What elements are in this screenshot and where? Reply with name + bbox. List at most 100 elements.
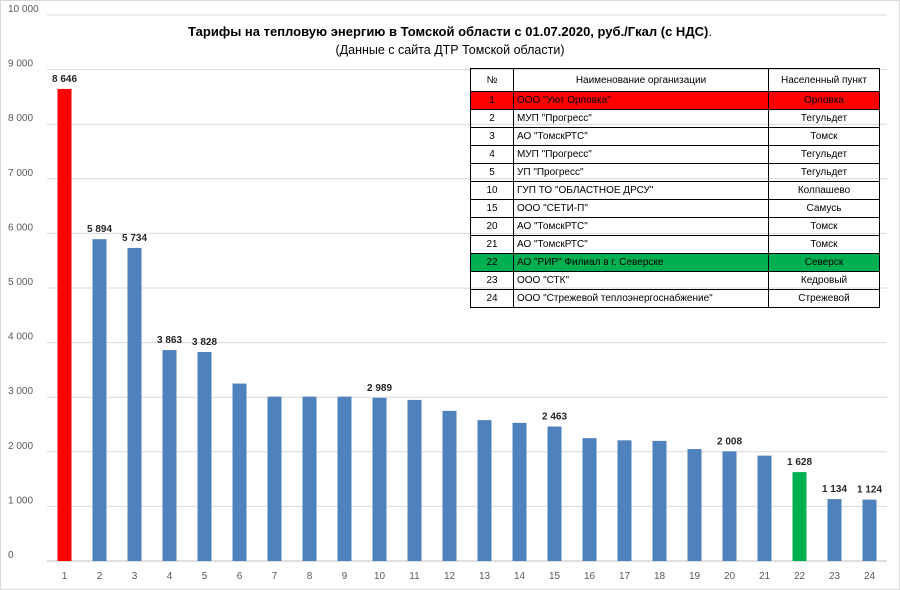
- table-header-row: № Наименование организации Населенный пу…: [470, 68, 880, 92]
- bar: [162, 350, 177, 561]
- x-tick-label: 17: [619, 571, 631, 582]
- row-place: Томск: [768, 127, 880, 146]
- row-place: Тегульдет: [768, 109, 880, 128]
- data-label: 3 863: [157, 335, 182, 346]
- data-label: 1 134: [822, 484, 847, 495]
- row-name: ООО "Уют Орловка": [513, 91, 769, 110]
- x-tick-label: 6: [237, 571, 243, 582]
- row-place: Кедровый: [768, 271, 880, 290]
- row-name: ГУП ТО "ОБЛАСТНОЕ ДРСУ": [513, 181, 769, 200]
- row-num: 15: [470, 199, 514, 218]
- x-tick-label: 15: [549, 571, 561, 582]
- bar: [547, 426, 562, 561]
- table-row: 2 МУП "Прогресс" Тегульдет: [470, 109, 880, 128]
- data-label: 2 989: [367, 383, 392, 394]
- row-num: 3: [470, 127, 514, 146]
- data-label: 5 894: [87, 224, 112, 235]
- table-row: 21 АО "ТомскРТС" Томск: [470, 235, 880, 254]
- row-place: Самусь: [768, 199, 880, 218]
- chart-title-text: Тарифы на тепловую энергию в Томской обл…: [188, 24, 709, 39]
- table-row: 20 АО "ТомскРТС" Томск: [470, 217, 880, 236]
- organization-table: № Наименование организации Населенный пу…: [470, 68, 880, 308]
- x-tick-label: 12: [444, 571, 456, 582]
- x-tick-label: 7: [272, 571, 278, 582]
- row-place: Стрежевой: [768, 289, 880, 308]
- bar: [582, 438, 597, 561]
- y-tick-label: 1 000: [8, 495, 33, 506]
- bar: [792, 472, 807, 561]
- chart-title-block: Тарифы на тепловую энергию в Томской обл…: [140, 24, 760, 57]
- y-tick-label: 9 000: [8, 59, 33, 70]
- y-tick-label: 5 000: [8, 277, 33, 288]
- bar: [827, 499, 842, 561]
- row-place: Тегульдет: [768, 163, 880, 182]
- y-axis-ticks: 0 1 000 2 000 3 000 4 000 5 000 6 000 7 000 8 00…: [8, 4, 39, 561]
- data-labels: 8 646 5 894 5 734 3 863 3 828 2 989 2 463 2 008…: [52, 74, 882, 496]
- y-tick-label: 10 000: [8, 4, 39, 15]
- table-row: 24 ООО "Стрежевой теплоэнергоснабжение" Ст…: [470, 289, 880, 308]
- row-place: Колпашево: [768, 181, 880, 200]
- row-name: ООО "СТК": [513, 271, 769, 290]
- row-num: 10: [470, 181, 514, 200]
- row-name: АО "РИР" Филиал в г. Северске: [513, 253, 769, 272]
- row-num: 5: [470, 163, 514, 182]
- bar: [407, 399, 422, 561]
- row-name: ООО "СЕТИ-П": [513, 199, 769, 218]
- x-tick-label: 9: [342, 571, 348, 582]
- x-tick-label: 2: [97, 571, 103, 582]
- bar: [862, 499, 877, 561]
- bar: [232, 383, 247, 561]
- row-name: АО "ТомскРТС": [513, 235, 769, 254]
- row-place: Томск: [768, 235, 880, 254]
- x-tick-label: 16: [584, 571, 596, 582]
- row-num: 20: [470, 217, 514, 236]
- y-tick-label: 7 000: [8, 168, 33, 179]
- y-tick-label: 0: [8, 550, 14, 561]
- x-tick-label: 20: [724, 571, 736, 582]
- header-num: №: [470, 68, 514, 92]
- row-name: ООО "Стрежевой теплоэнергоснабжение": [513, 289, 769, 308]
- row-place: Орловка: [768, 91, 880, 110]
- row-num: 4: [470, 145, 514, 164]
- row-num: 24: [470, 289, 514, 308]
- row-name: АО "ТомскРТС": [513, 127, 769, 146]
- data-label: 2 463: [542, 412, 567, 423]
- row-place: Томск: [768, 217, 880, 236]
- x-tick-label: 22: [794, 571, 806, 582]
- chart-title-suffix: .: [708, 24, 712, 39]
- x-tick-label: 1: [62, 571, 68, 582]
- bar: [92, 239, 107, 561]
- row-num: 21: [470, 235, 514, 254]
- row-name: АО "ТомскРТС": [513, 217, 769, 236]
- y-tick-label: 8 000: [8, 113, 33, 124]
- row-place: Северск: [768, 253, 880, 272]
- bar: [267, 396, 282, 561]
- y-tick-label: 2 000: [8, 441, 33, 452]
- bar: [302, 396, 317, 561]
- bar: [512, 422, 527, 561]
- x-tick-label: 23: [829, 571, 841, 582]
- table-body: 1 ООО "Уют Орловка" Орловка 2 МУП "Прогресс"…: [470, 91, 880, 308]
- data-label: 2 008: [717, 436, 742, 447]
- row-num: 22: [470, 253, 514, 272]
- bar: [442, 410, 457, 561]
- row-name: МУП "Прогресс": [513, 145, 769, 164]
- x-tick-label: 11: [409, 571, 420, 582]
- data-label: 1 124: [857, 485, 882, 496]
- bar: [757, 455, 772, 561]
- x-tick-label: 5: [202, 571, 208, 582]
- bar: [197, 351, 212, 561]
- x-tick-label: 19: [689, 571, 701, 582]
- bar: [477, 420, 492, 561]
- data-label: 8 646: [52, 74, 77, 85]
- x-tick-label: 24: [864, 571, 876, 582]
- x-tick-label: 21: [759, 571, 771, 582]
- row-name: МУП "Прогресс": [513, 109, 769, 128]
- table-row: 10 ГУП ТО "ОБЛАСТНОЕ ДРСУ" Колпашево: [470, 181, 880, 200]
- x-tick-label: 10: [374, 571, 386, 582]
- table-row: 4 МУП "Прогресс" Тегульдет: [470, 145, 880, 164]
- data-label: 1 628: [787, 457, 812, 468]
- data-label: 5 734: [122, 233, 147, 244]
- bar: [652, 440, 667, 561]
- table-row: 3 АО "ТомскРТС" Томск: [470, 127, 880, 146]
